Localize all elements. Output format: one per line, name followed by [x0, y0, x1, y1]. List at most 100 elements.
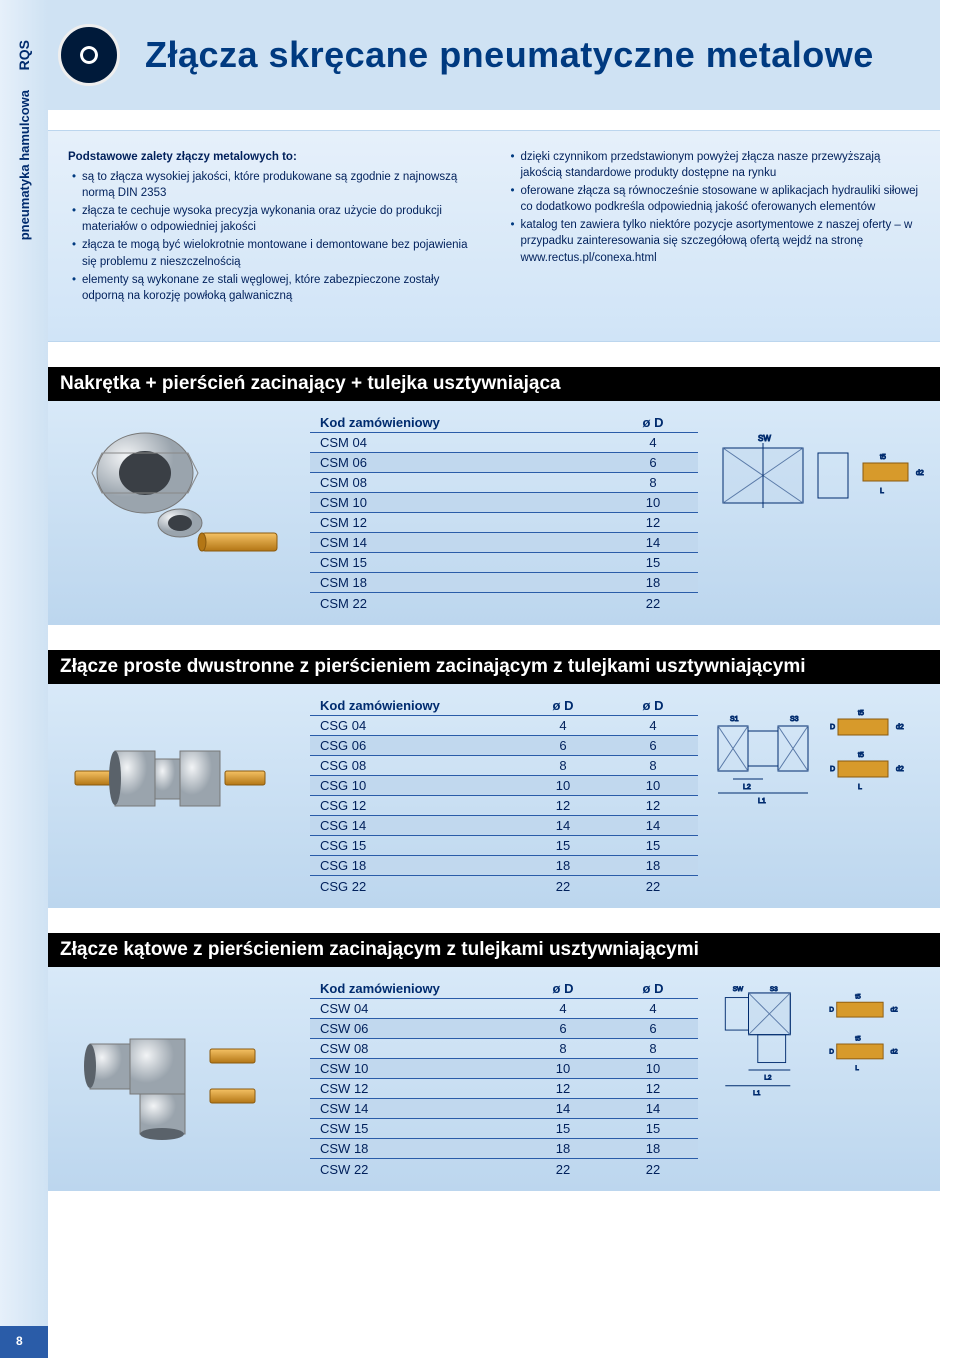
svg-text:D: D: [830, 766, 835, 773]
svg-text:L: L: [855, 1065, 859, 1072]
table-row: CSW 0666: [310, 1019, 698, 1039]
section2-body: Kod zamówieniowy ø D ø D CSG 0444CSG 066…: [48, 684, 940, 908]
svg-text:S3: S3: [770, 986, 778, 993]
table-cell: 18: [518, 1139, 608, 1159]
table-cell: 10: [608, 493, 698, 513]
table-cell: 12: [608, 796, 698, 816]
svg-text:D: D: [829, 1006, 834, 1013]
table-cell: CSM 15: [310, 553, 608, 573]
svg-text:L1: L1: [758, 798, 766, 805]
table-cell: CSM 08: [310, 473, 608, 493]
table-cell: 8: [518, 756, 608, 776]
table-cell: CSG 04: [310, 716, 518, 736]
table-cell: 14: [608, 816, 698, 836]
section3-image: [60, 979, 300, 1149]
intro-right-item: katalog ten zawiera tylko niektóre pozyc…: [511, 217, 921, 265]
sidebar-rail: RQS pneumatyka hamulcowa 8: [0, 0, 48, 1358]
table-cell: 15: [608, 1119, 698, 1139]
table-cell: CSW 08: [310, 1039, 518, 1059]
table-row: CSG 0888: [310, 756, 698, 776]
table-row: CSW 151515: [310, 1119, 698, 1139]
page-title: Złącza skręcane pneumatyczne metalowe: [145, 34, 874, 76]
intro-right-item: dzięki czynnikom przedstawionym powyżej …: [511, 149, 921, 181]
svg-text:SW: SW: [758, 434, 771, 443]
table-row: CSW 0888: [310, 1039, 698, 1059]
table-row: CSW 0444: [310, 999, 698, 1019]
table-cell: CSG 08: [310, 756, 518, 776]
table-cell: 12: [518, 796, 608, 816]
table-cell: 6: [518, 1019, 608, 1039]
table-row: CSW 101010: [310, 1059, 698, 1079]
page-header: Złącza skręcane pneumatyczne metalowe: [48, 0, 940, 110]
s2-col0: Kod zamówieniowy: [310, 696, 518, 716]
section1-diagram: SW t5 d2 L: [708, 413, 928, 543]
table-cell: CSM 10: [310, 493, 608, 513]
svg-text:t5: t5: [855, 1035, 861, 1042]
table-cell: 22: [608, 1159, 698, 1179]
intro-left-item: elementy są wykonane ze stali węglowej, …: [72, 272, 482, 304]
table-row: CSM 1414: [310, 533, 698, 553]
table-row: CSG 0444: [310, 716, 698, 736]
s2-col2: ø D: [608, 696, 698, 716]
table-cell: 4: [518, 716, 608, 736]
table-cell: 15: [608, 836, 698, 856]
rail-category: pneumatyka hamulcowa: [17, 90, 32, 240]
section3-table: Kod zamówieniowy ø D ø D CSW 0444CSW 066…: [310, 979, 698, 1179]
svg-text:d2: d2: [896, 724, 904, 731]
table-cell: 22: [608, 593, 698, 613]
table-cell: CSW 18: [310, 1139, 518, 1159]
table-cell: 4: [608, 433, 698, 453]
intro-left-item: złącza te cechuje wysoka precyzja wykona…: [72, 203, 482, 235]
page-number: 8: [16, 1334, 23, 1348]
svg-text:L: L: [880, 488, 884, 495]
table-cell: 10: [518, 1059, 608, 1079]
intro-left-list: są to złącza wysokiej jakości, które pro…: [68, 169, 482, 304]
table-cell: 6: [608, 736, 698, 756]
table-cell: 6: [608, 1019, 698, 1039]
table-row: CSM 2222: [310, 593, 698, 613]
hub-icon: [58, 24, 120, 86]
intro-panel: Podstawowe zalety złączy metalowych to: …: [48, 130, 940, 342]
section1-body: Kod zamówieniowy ø D CSM 044CSM 066CSM 0…: [48, 401, 940, 625]
table-cell: 18: [608, 1139, 698, 1159]
table-cell: 8: [608, 1039, 698, 1059]
table-cell: 10: [608, 776, 698, 796]
svg-text:t5: t5: [858, 752, 864, 759]
table-cell: CSG 12: [310, 796, 518, 816]
table-cell: CSW 22: [310, 1159, 518, 1179]
table-cell: 14: [608, 533, 698, 553]
section1-title: Nakrętka + pierścień zacinający + tulejk…: [48, 367, 940, 401]
intro-left: Podstawowe zalety złączy metalowych to: …: [68, 149, 482, 306]
table-cell: 10: [518, 776, 608, 796]
table-cell: 14: [518, 1099, 608, 1119]
table-cell: CSM 14: [310, 533, 608, 553]
table-row: CSM 1212: [310, 513, 698, 533]
table-cell: CSW 06: [310, 1019, 518, 1039]
svg-text:d2: d2: [890, 1048, 898, 1055]
table-cell: 22: [608, 876, 698, 896]
section1-image: [60, 413, 300, 583]
svg-text:S3: S3: [790, 716, 799, 723]
intro-left-item: złącza te mogą być wielokrotnie montowan…: [72, 237, 482, 269]
rail-code: RQS: [16, 40, 32, 70]
table-cell: 18: [518, 856, 608, 876]
svg-text:D: D: [830, 724, 835, 731]
table-row: CSG 181818: [310, 856, 698, 876]
table-cell: 4: [518, 999, 608, 1019]
s1-col0: Kod zamówieniowy: [310, 413, 608, 433]
intro-left-title: Podstawowe zalety złączy metalowych to:: [68, 149, 482, 165]
table-cell: 6: [518, 736, 608, 756]
table-cell: CSG 18: [310, 856, 518, 876]
table-row: CSG 141414: [310, 816, 698, 836]
table-cell: 12: [518, 1079, 608, 1099]
table-row: CSW 121212: [310, 1079, 698, 1099]
table-cell: 12: [608, 1079, 698, 1099]
table-row: CSM 088: [310, 473, 698, 493]
table-cell: 15: [608, 553, 698, 573]
section3-diagram: SW S3 L2 L1 t5 d2 D t5 d2 D L: [708, 979, 928, 1109]
table-cell: 12: [608, 513, 698, 533]
table-row: CSW 181818: [310, 1139, 698, 1159]
table-cell: 22: [518, 876, 608, 896]
table-row: CSM 1515: [310, 553, 698, 573]
table-cell: 18: [608, 573, 698, 593]
